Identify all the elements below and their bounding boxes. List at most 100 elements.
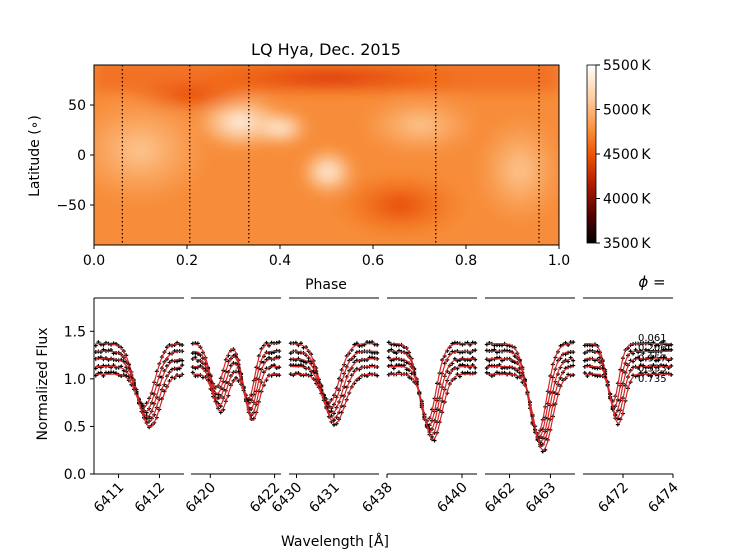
colorbar-tick-label: 5500 K <box>603 58 651 74</box>
model-profile-line <box>388 373 476 441</box>
profile-panel: 6472 6474 <box>582 297 682 517</box>
model-profile-line <box>584 343 672 404</box>
map-xtick-label: 0.8 <box>455 253 477 269</box>
observed-point <box>487 340 492 345</box>
map-xtick-label: 0.2 <box>176 253 198 269</box>
map-ytick-label: 50 <box>68 98 86 114</box>
observed-point <box>470 371 475 376</box>
profile-panel: 6411 6412 <box>91 297 185 517</box>
model-profile-line <box>584 365 672 420</box>
phase-label: 0.957 <box>638 353 667 364</box>
profile-ytick-label: 0.0 <box>64 467 86 483</box>
model-profile-line <box>95 373 183 428</box>
model-profile-line <box>388 350 476 427</box>
model-profile-line <box>388 343 476 423</box>
profile-ytick-label: 1.0 <box>64 372 86 388</box>
warm-region-right <box>360 95 480 155</box>
phase-label: 0.735 <box>638 374 667 385</box>
model-profile-line <box>290 343 378 404</box>
observed-point <box>277 365 282 370</box>
observed-point <box>391 342 396 347</box>
observed-point <box>386 372 391 377</box>
observed-point <box>473 340 478 345</box>
observed-point <box>571 340 576 345</box>
warm-region-left <box>94 95 210 205</box>
map-title: LQ Hya, Dec. 2015 <box>251 40 401 59</box>
map-ytick-label: 0 <box>77 148 86 164</box>
profile-xtick-label: 6438 <box>359 480 396 517</box>
profile-ylabel: Normalized Flux <box>35 328 51 441</box>
model-profile-line <box>584 373 672 425</box>
model-profile-line <box>290 365 378 420</box>
colorbar-tick-label: 4000 K <box>603 192 651 208</box>
profile-xtick-label: 6462 <box>482 480 519 517</box>
map-xtick-label: 0.4 <box>269 253 291 269</box>
profile-xtick-label: 6431 <box>306 480 343 517</box>
observed-point <box>98 350 103 355</box>
cool-spot-mid <box>120 75 260 115</box>
model-profile-line <box>290 350 378 409</box>
map-xlabel: Phase <box>305 277 347 293</box>
profile-ytick-label: 1.5 <box>64 324 86 340</box>
model-profile-line <box>290 373 378 425</box>
model-profile-line <box>584 358 672 414</box>
observed-point <box>106 363 111 368</box>
map-ytick-label: −50 <box>56 198 86 214</box>
colorbar <box>586 64 597 244</box>
observed-point <box>96 371 101 376</box>
observed-point <box>473 357 478 362</box>
model-profile-line <box>192 358 280 411</box>
cool-spot <box>330 170 470 240</box>
map-axes: 0.0 0.2 0.4 0.6 0.8 1.0 −50 0 50 <box>56 98 570 269</box>
map-ylabel: Latitude (∘) <box>27 115 43 197</box>
polar-cool-core <box>190 65 470 94</box>
model-profile-line <box>290 358 378 414</box>
model-profile-line <box>388 365 476 436</box>
profile-xtick-label: 6472 <box>595 480 632 517</box>
model-profile-line <box>486 373 574 451</box>
colorbar-tick-label: 5000 K <box>603 103 651 119</box>
profile-ytick-label: 0.5 <box>64 419 86 435</box>
profile-xtick-label: 6411 <box>91 480 128 517</box>
observed-point <box>666 371 671 376</box>
warm-region-far-right <box>475 115 559 225</box>
temperature-map <box>94 65 559 245</box>
model-profile-line <box>192 350 280 405</box>
profile-xtick-label: 6474 <box>645 479 682 516</box>
colorbar-ticks: 3500 K 4000 K 4500 K 5000 K 5500 K <box>596 58 651 252</box>
colorbar-tick-label: 4500 K <box>603 147 651 163</box>
phase-label: 0.333 <box>638 364 667 375</box>
profile-xlabel: Wavelength [Å] <box>281 533 389 550</box>
phase-label: 0.061 <box>638 333 667 344</box>
map-xtick-label: 0.0 <box>83 253 105 269</box>
model-profile-line <box>388 358 476 432</box>
profile-xtick-label: 6412 <box>132 480 169 517</box>
profile-panel: 6430 6431 <box>269 297 380 517</box>
observed-point <box>659 341 664 346</box>
observed-point <box>96 356 101 361</box>
hot-spot-a2 <box>250 110 310 146</box>
phi-label: ϕ = <box>638 273 665 291</box>
hot-spot-b <box>300 148 356 196</box>
colorbar-tick-label: 3500 K <box>603 236 651 252</box>
observed-point <box>571 350 576 355</box>
observed-point <box>180 363 185 368</box>
observed-point <box>669 363 674 368</box>
profile-xtick-label: 6420 <box>183 480 220 517</box>
profile-panel: 6420 6422 <box>183 297 283 517</box>
model-profile-line <box>95 365 183 423</box>
observed-point <box>372 356 377 361</box>
map-xtick-label: 1.0 <box>548 253 570 269</box>
observed-point <box>492 372 497 377</box>
profile-panel: 6462 6463 <box>482 297 576 517</box>
profile-xtick-label: 6440 <box>434 480 471 517</box>
model-profile-line <box>192 373 280 421</box>
profile-xtick-label: 6463 <box>523 480 560 517</box>
model-profile-line <box>192 365 280 416</box>
map-xtick-label: 0.6 <box>362 253 384 269</box>
observed-point <box>669 372 674 377</box>
phase-label: 0.206 <box>638 343 667 354</box>
